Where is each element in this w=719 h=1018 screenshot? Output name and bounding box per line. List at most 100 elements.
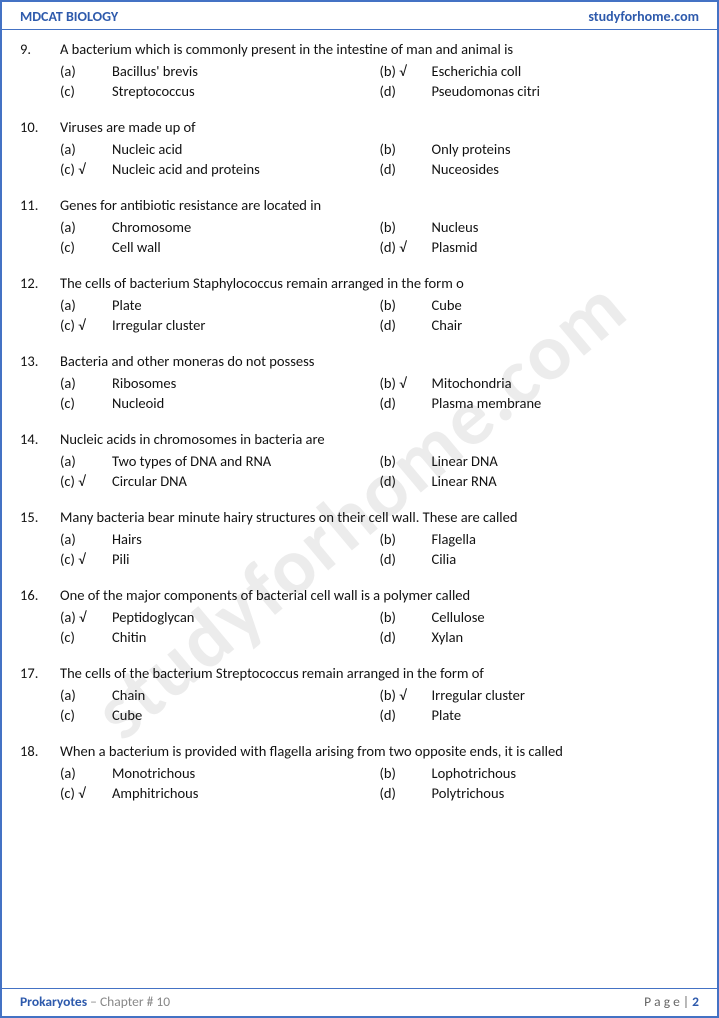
option-text: Escherichia coll [432, 62, 700, 80]
option-label: (c) √ [60, 784, 112, 802]
question-number: 14. [20, 430, 60, 448]
option-row: (a)Chromosome(b)Nucleus [60, 218, 699, 236]
option-cell: (b)Linear DNA [380, 452, 700, 470]
option-label: (d) [380, 160, 432, 178]
option-cell: (c) √Circular DNA [60, 472, 380, 490]
question-block: 12.The cells of bacterium Staphylococcus… [20, 274, 699, 334]
option-text: Plate [432, 706, 700, 724]
option-label: (a) [60, 686, 112, 704]
options-container: (a)Chain(b) √Irregular cluster(c)Cube(d)… [20, 686, 699, 724]
option-cell: (c)Chitin [60, 628, 380, 646]
option-label: (b) √ [380, 686, 432, 704]
question-row: 11.Genes for antibiotic resistance are l… [20, 196, 699, 214]
question-block: 18.When a bacterium is provided with fla… [20, 742, 699, 802]
option-text: Nucleus [432, 218, 700, 236]
option-label: (d) [380, 82, 432, 100]
option-text: Amphitrichous [112, 784, 380, 802]
question-text: One of the major components of bacterial… [60, 586, 699, 604]
options-container: (a)Ribosomes(b) √Mitochondria(c)Nucleoid… [20, 374, 699, 412]
option-label: (a) [60, 62, 112, 80]
question-row: 9.A bacterium which is commonly present … [20, 40, 699, 58]
option-cell: (d)Chair [380, 316, 700, 334]
option-label: (b) [380, 452, 432, 470]
option-text: Mitochondria [432, 374, 700, 392]
option-cell: (a) √Peptidoglycan [60, 608, 380, 626]
footer-left: Prokaryotes – Chapter # 10 [20, 993, 170, 1010]
option-label: (b) [380, 218, 432, 236]
option-cell: (c) √Nucleic acid and proteins [60, 160, 380, 178]
option-row: (c)Cube(d)Plate [60, 706, 699, 724]
question-row: 12.The cells of bacterium Staphylococcus… [20, 274, 699, 292]
page-header: MDCAT BIOLOGY studyforhome.com [2, 2, 717, 30]
option-cell: (d)Pseudomonas citri [380, 82, 700, 100]
option-label: (d) [380, 316, 432, 334]
option-label: (a) [60, 764, 112, 782]
question-block: 13.Bacteria and other moneras do not pos… [20, 352, 699, 412]
question-number: 18. [20, 742, 60, 760]
option-row: (a) √Peptidoglycan(b)Cellulose [60, 608, 699, 626]
question-number: 11. [20, 196, 60, 214]
option-cell: (b)Lophotrichous [380, 764, 700, 782]
option-text: Peptidoglycan [112, 608, 380, 626]
option-cell: (b) √Irregular cluster [380, 686, 700, 704]
option-row: (c) √Irregular cluster(d)Chair [60, 316, 699, 334]
question-number: 16. [20, 586, 60, 604]
option-cell: (a)Chain [60, 686, 380, 704]
question-block: 17.The cells of the bacterium Streptococ… [20, 664, 699, 724]
option-label: (c) √ [60, 550, 112, 568]
option-cell: (a)Nucleic acid [60, 140, 380, 158]
option-cell: (d)Nuceosides [380, 160, 700, 178]
option-text: Bacillus' brevis [112, 62, 380, 80]
options-container: (a)Plate(b)Cube (c) √Irregular cluster(d)… [20, 296, 699, 334]
option-row: (a)Plate(b)Cube [60, 296, 699, 314]
option-text: Nucleoid [112, 394, 380, 412]
option-cell: (d)Cilia [380, 550, 700, 568]
option-cell: (b)Nucleus [380, 218, 700, 236]
option-row: (c)Nucleoid(d)Plasma membrane [60, 394, 699, 412]
option-row: (c)Streptococcus(d)Pseudomonas citri [60, 82, 699, 100]
options-container: (a)Nucleic acid(b)Only proteins(c) √Nucl… [20, 140, 699, 178]
option-cell: (b)Cellulose [380, 608, 700, 626]
option-text: Cilia [432, 550, 700, 568]
option-row: (a)Bacillus' brevis(b) √Escherichia coll [60, 62, 699, 80]
option-cell: (a)Two types of DNA and RNA [60, 452, 380, 470]
option-text: Hairs [112, 530, 380, 548]
option-label: (b) √ [380, 62, 432, 80]
footer-right: P a g e | 2 [644, 993, 699, 1010]
option-cell: (c)Cube [60, 706, 380, 724]
option-label: (c) √ [60, 472, 112, 490]
option-label: (d) [380, 550, 432, 568]
option-row: (a)Monotrichous(b)Lophotrichous [60, 764, 699, 782]
option-label: (c) [60, 82, 112, 100]
option-text: Circular DNA [112, 472, 380, 490]
option-text: Cube [432, 296, 700, 314]
option-label: (d) [380, 706, 432, 724]
option-label: (a) [60, 218, 112, 236]
option-label: (c) [60, 238, 112, 256]
option-label: (d) [380, 394, 432, 412]
option-cell: (c) √Pili [60, 550, 380, 568]
options-container: (a)Bacillus' brevis(b) √Escherichia coll… [20, 62, 699, 100]
option-text: Ribosomes [112, 374, 380, 392]
option-label: (c) √ [60, 316, 112, 334]
option-text: Flagella [432, 530, 700, 548]
option-label: (d) [380, 628, 432, 646]
option-text: Linear RNA [432, 472, 700, 490]
footer-page-label: P a g e | [644, 993, 692, 1010]
question-number: 15. [20, 508, 60, 526]
footer-page-number: 2 [692, 993, 699, 1010]
option-label: (d) [380, 784, 432, 802]
option-text: Plasmid [432, 238, 700, 256]
question-text: Many bacteria bear minute hairy structur… [60, 508, 699, 526]
option-row: (c) √Pili(d)Cilia [60, 550, 699, 568]
question-text: Genes for antibiotic resistance are loca… [60, 196, 699, 214]
option-cell: (d) √Plasmid [380, 238, 700, 256]
option-row: (c) √Amphitrichous(d)Polytrichous [60, 784, 699, 802]
options-container: (a)Hairs(b)Flagella(c) √Pili(d)Cilia [20, 530, 699, 568]
option-cell: (a)Bacillus' brevis [60, 62, 380, 80]
question-number: 9. [20, 40, 60, 58]
option-cell: (b)Flagella [380, 530, 700, 548]
option-label: (c) [60, 394, 112, 412]
option-cell: (b)Cube [380, 296, 700, 314]
option-text: Chair [432, 316, 700, 334]
